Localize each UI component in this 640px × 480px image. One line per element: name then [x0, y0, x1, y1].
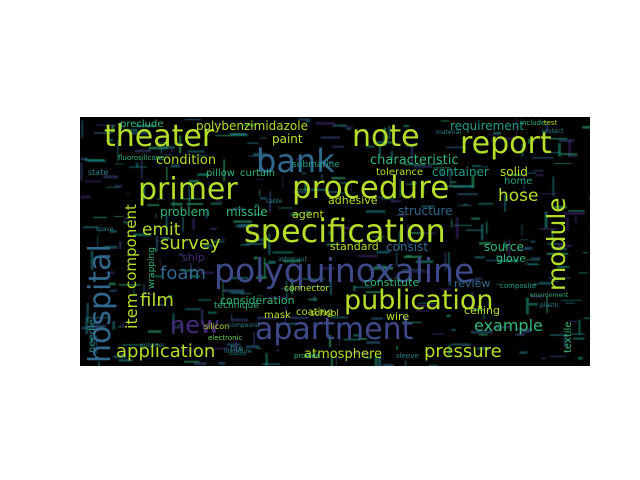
- word-pillow: pillow: [206, 168, 235, 179]
- word-school: school: [310, 309, 339, 319]
- word-material: material: [436, 129, 462, 136]
- word-item: item: [122, 292, 141, 329]
- word-source: source: [484, 240, 524, 254]
- word-note: note: [352, 119, 420, 154]
- word-container: container: [432, 165, 489, 179]
- word-sleeve: sleeve: [396, 352, 419, 360]
- word-mask: mask: [264, 310, 291, 321]
- word-compound: compound: [228, 322, 260, 329]
- word-polymer: polymer: [140, 342, 165, 349]
- word-characteristic: characteristic: [370, 153, 459, 168]
- word-example: example: [474, 316, 543, 335]
- word-survey: survey: [160, 233, 221, 254]
- word-consist: consist: [386, 240, 429, 254]
- word-astronaut: astronaut: [278, 256, 307, 263]
- word-wire: wire: [386, 310, 410, 323]
- word-space: space: [96, 226, 114, 233]
- word-glove: glove: [496, 252, 527, 265]
- word-literature: literature: [224, 348, 252, 355]
- word-publication: publication: [344, 285, 494, 316]
- word-fire: fire: [230, 344, 244, 353]
- word-new: new: [170, 311, 220, 339]
- word-preclude: preclude: [120, 119, 164, 130]
- word-silicon: silicon: [204, 322, 230, 331]
- word-theater: theater: [104, 119, 215, 154]
- word-tolerance: tolerance: [376, 167, 424, 178]
- word-adhesive: adhesive: [328, 194, 378, 207]
- word-textile: textile: [563, 321, 574, 353]
- word-agent: agent: [292, 208, 324, 221]
- word-include: include: [520, 119, 546, 127]
- word-condition: condition: [156, 153, 217, 168]
- word-plastic: plastic: [540, 302, 560, 309]
- word-review: review: [454, 277, 491, 290]
- word-polyquinoxaline: polyquinoxaline: [214, 251, 475, 290]
- word-problem: problem: [160, 205, 210, 219]
- word-standard: standard: [330, 240, 379, 253]
- word-emit: emit: [142, 220, 181, 240]
- word-requirement: requirement: [450, 119, 525, 133]
- word-film: film: [140, 290, 174, 311]
- word-component: component: [122, 204, 140, 289]
- word-module: module: [542, 197, 571, 291]
- word-composite: composite: [500, 282, 537, 290]
- word-environment: environment: [530, 292, 569, 299]
- word-fluorosilicone: fluorosilicone: [118, 154, 165, 162]
- word-ceiling: ceiling: [464, 304, 500, 317]
- word-electronic: electronic: [208, 334, 243, 342]
- word-report: report: [460, 126, 552, 161]
- word-needle: needle: [87, 319, 98, 353]
- word-coating: coating: [296, 307, 334, 318]
- word-consideration: consideration: [220, 294, 295, 307]
- word-foam: foam: [160, 263, 206, 284]
- word-state: state: [88, 168, 109, 177]
- word-paint: paint: [272, 132, 303, 146]
- word-protect: protect: [542, 128, 564, 135]
- word-atmosphere: atmosphere: [304, 347, 382, 362]
- word-structure: structure: [398, 204, 453, 218]
- word-apartment: apartment: [255, 312, 414, 347]
- word-ship: ship: [182, 251, 205, 264]
- word-primer: primer: [138, 172, 238, 207]
- word-bank: bank: [256, 142, 335, 180]
- word-curtain: curtain: [240, 168, 276, 179]
- word-constitute: constitute: [364, 276, 420, 289]
- word-polybenzimidazole: polybenzimidazole: [196, 119, 308, 133]
- word-cloud-filler-texture: [80, 117, 590, 366]
- word-hose: hose: [498, 186, 539, 206]
- word-cable: cable: [266, 198, 283, 205]
- word-connector: connector: [284, 284, 330, 294]
- word-home: home: [504, 176, 533, 187]
- word-submarine: submarine: [292, 160, 340, 170]
- word-specification: specification: [244, 212, 446, 250]
- word-cloud: polyquinoxaline specification apartment …: [80, 117, 590, 366]
- word-technique: technique: [214, 301, 259, 311]
- word-application: application: [116, 341, 216, 362]
- word-procedure: procedure: [292, 170, 450, 206]
- word-pressure: pressure: [424, 341, 502, 362]
- word-provide: provide: [294, 352, 321, 360]
- word-missile: missile: [226, 205, 268, 219]
- word-solid: solid: [500, 165, 528, 179]
- word-wrapping: wrapping: [147, 247, 157, 289]
- word-test: test: [544, 119, 558, 127]
